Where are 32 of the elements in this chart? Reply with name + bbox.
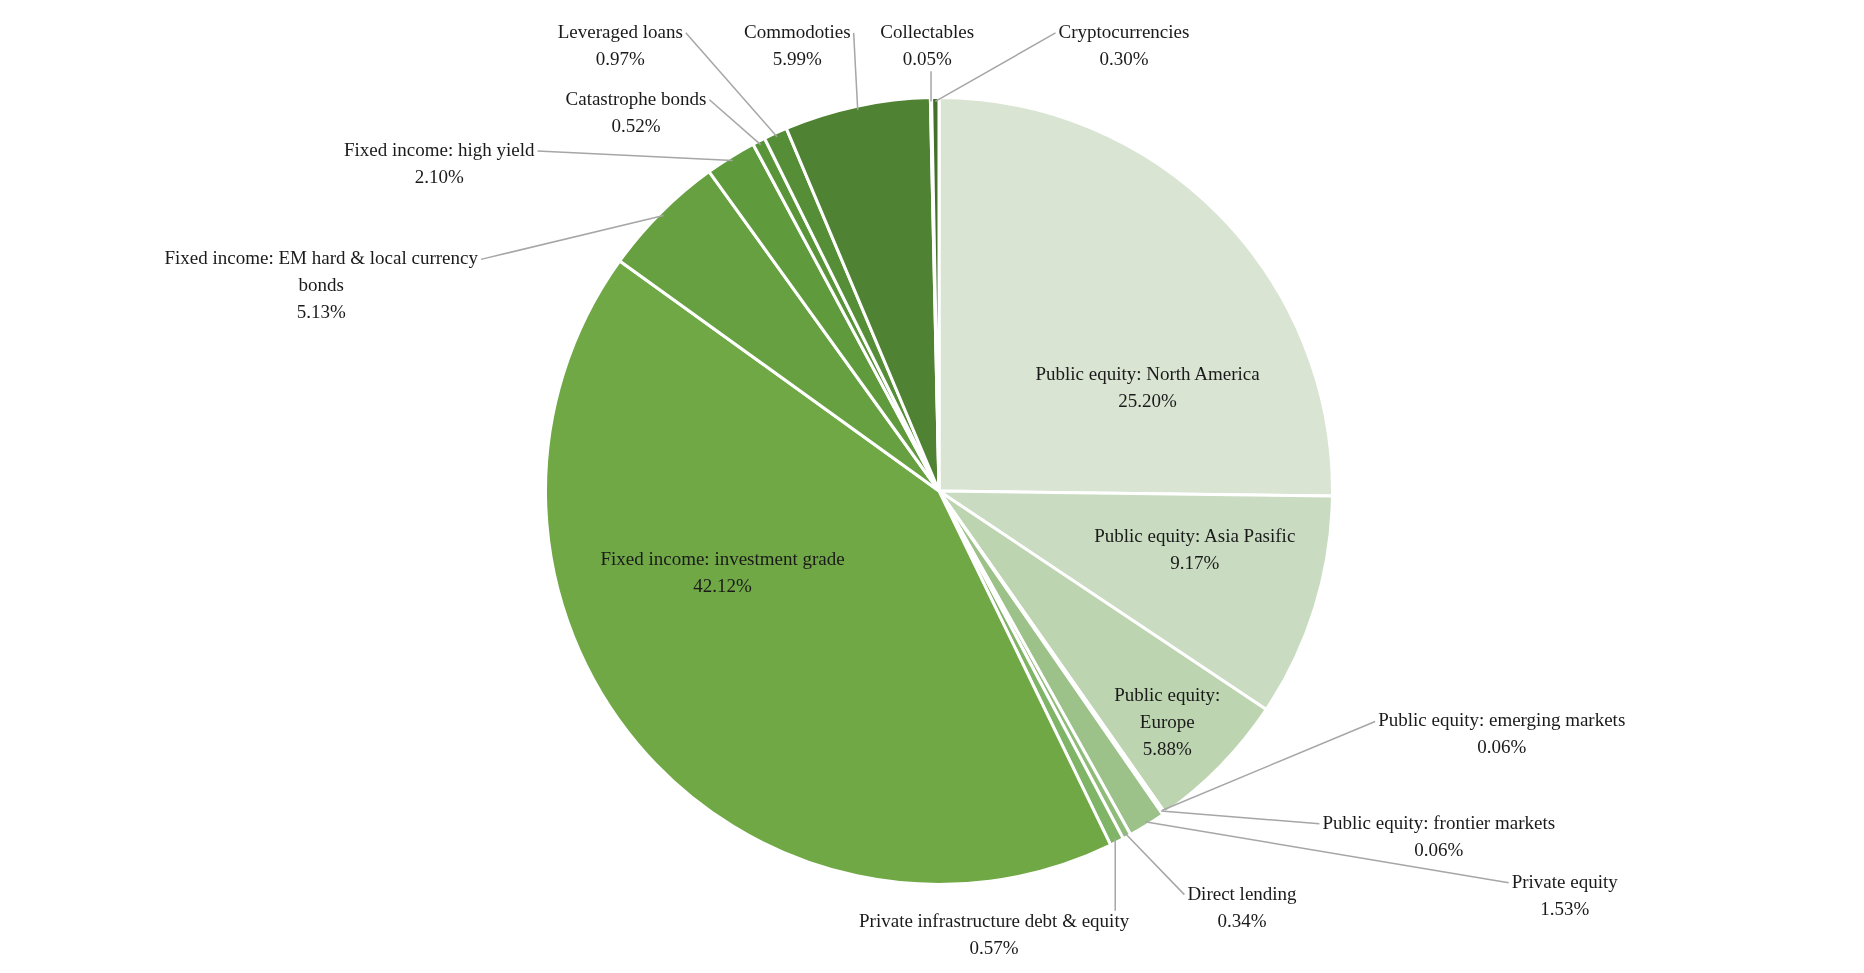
data-label: 0.30% [1099, 47, 1149, 69]
data-label: 0.06% [1414, 838, 1464, 860]
data-label: 42.12% [693, 575, 753, 597]
slice-label: Public equity: Europe [1114, 684, 1221, 733]
data-label: 1.53% [1540, 897, 1590, 919]
slice-label: Fixed income: EM hard & local currency bonds [164, 247, 479, 296]
data-label: 5.13% [296, 301, 346, 323]
data-label: 5.88% [1142, 738, 1192, 760]
data-label: 0.06% [1477, 736, 1527, 758]
data-label: 0.34% [1217, 909, 1267, 931]
slice-label: Commodoties [744, 20, 851, 42]
slice-label: Private equity [1511, 870, 1619, 892]
data-label: 0.57% [969, 937, 1019, 959]
slice-label: Cryptocurrencies [1058, 20, 1190, 42]
data-label: 9.17% [1170, 551, 1220, 573]
slice-label: Public equity: North America [1035, 363, 1261, 385]
slice-label: Collectables [880, 20, 975, 42]
slice-label: Fixed income: high yield [344, 138, 535, 160]
data-label: 0.52% [611, 114, 661, 136]
data-label: 0.97% [595, 47, 645, 69]
slice-label: Public equity: emerging markets [1378, 709, 1626, 731]
slice-label: Public equity: frontier markets [1322, 811, 1556, 833]
data-label: 2.10% [414, 165, 464, 187]
slice-label: Private infrastructure debt & equity [859, 910, 1130, 932]
slice-label: Leveraged loans [557, 20, 683, 42]
data-label: 5.99% [772, 47, 823, 69]
slice-label: Public equity: Asia Pasific [1094, 524, 1296, 546]
slice-label: Fixed income: investment grade [600, 548, 845, 570]
slice-label: Direct lending [1187, 882, 1298, 904]
data-label: 25.20% [1118, 390, 1178, 412]
slice-label: Catastrophe bonds [565, 87, 707, 109]
data-label: 0.05% [902, 47, 952, 69]
